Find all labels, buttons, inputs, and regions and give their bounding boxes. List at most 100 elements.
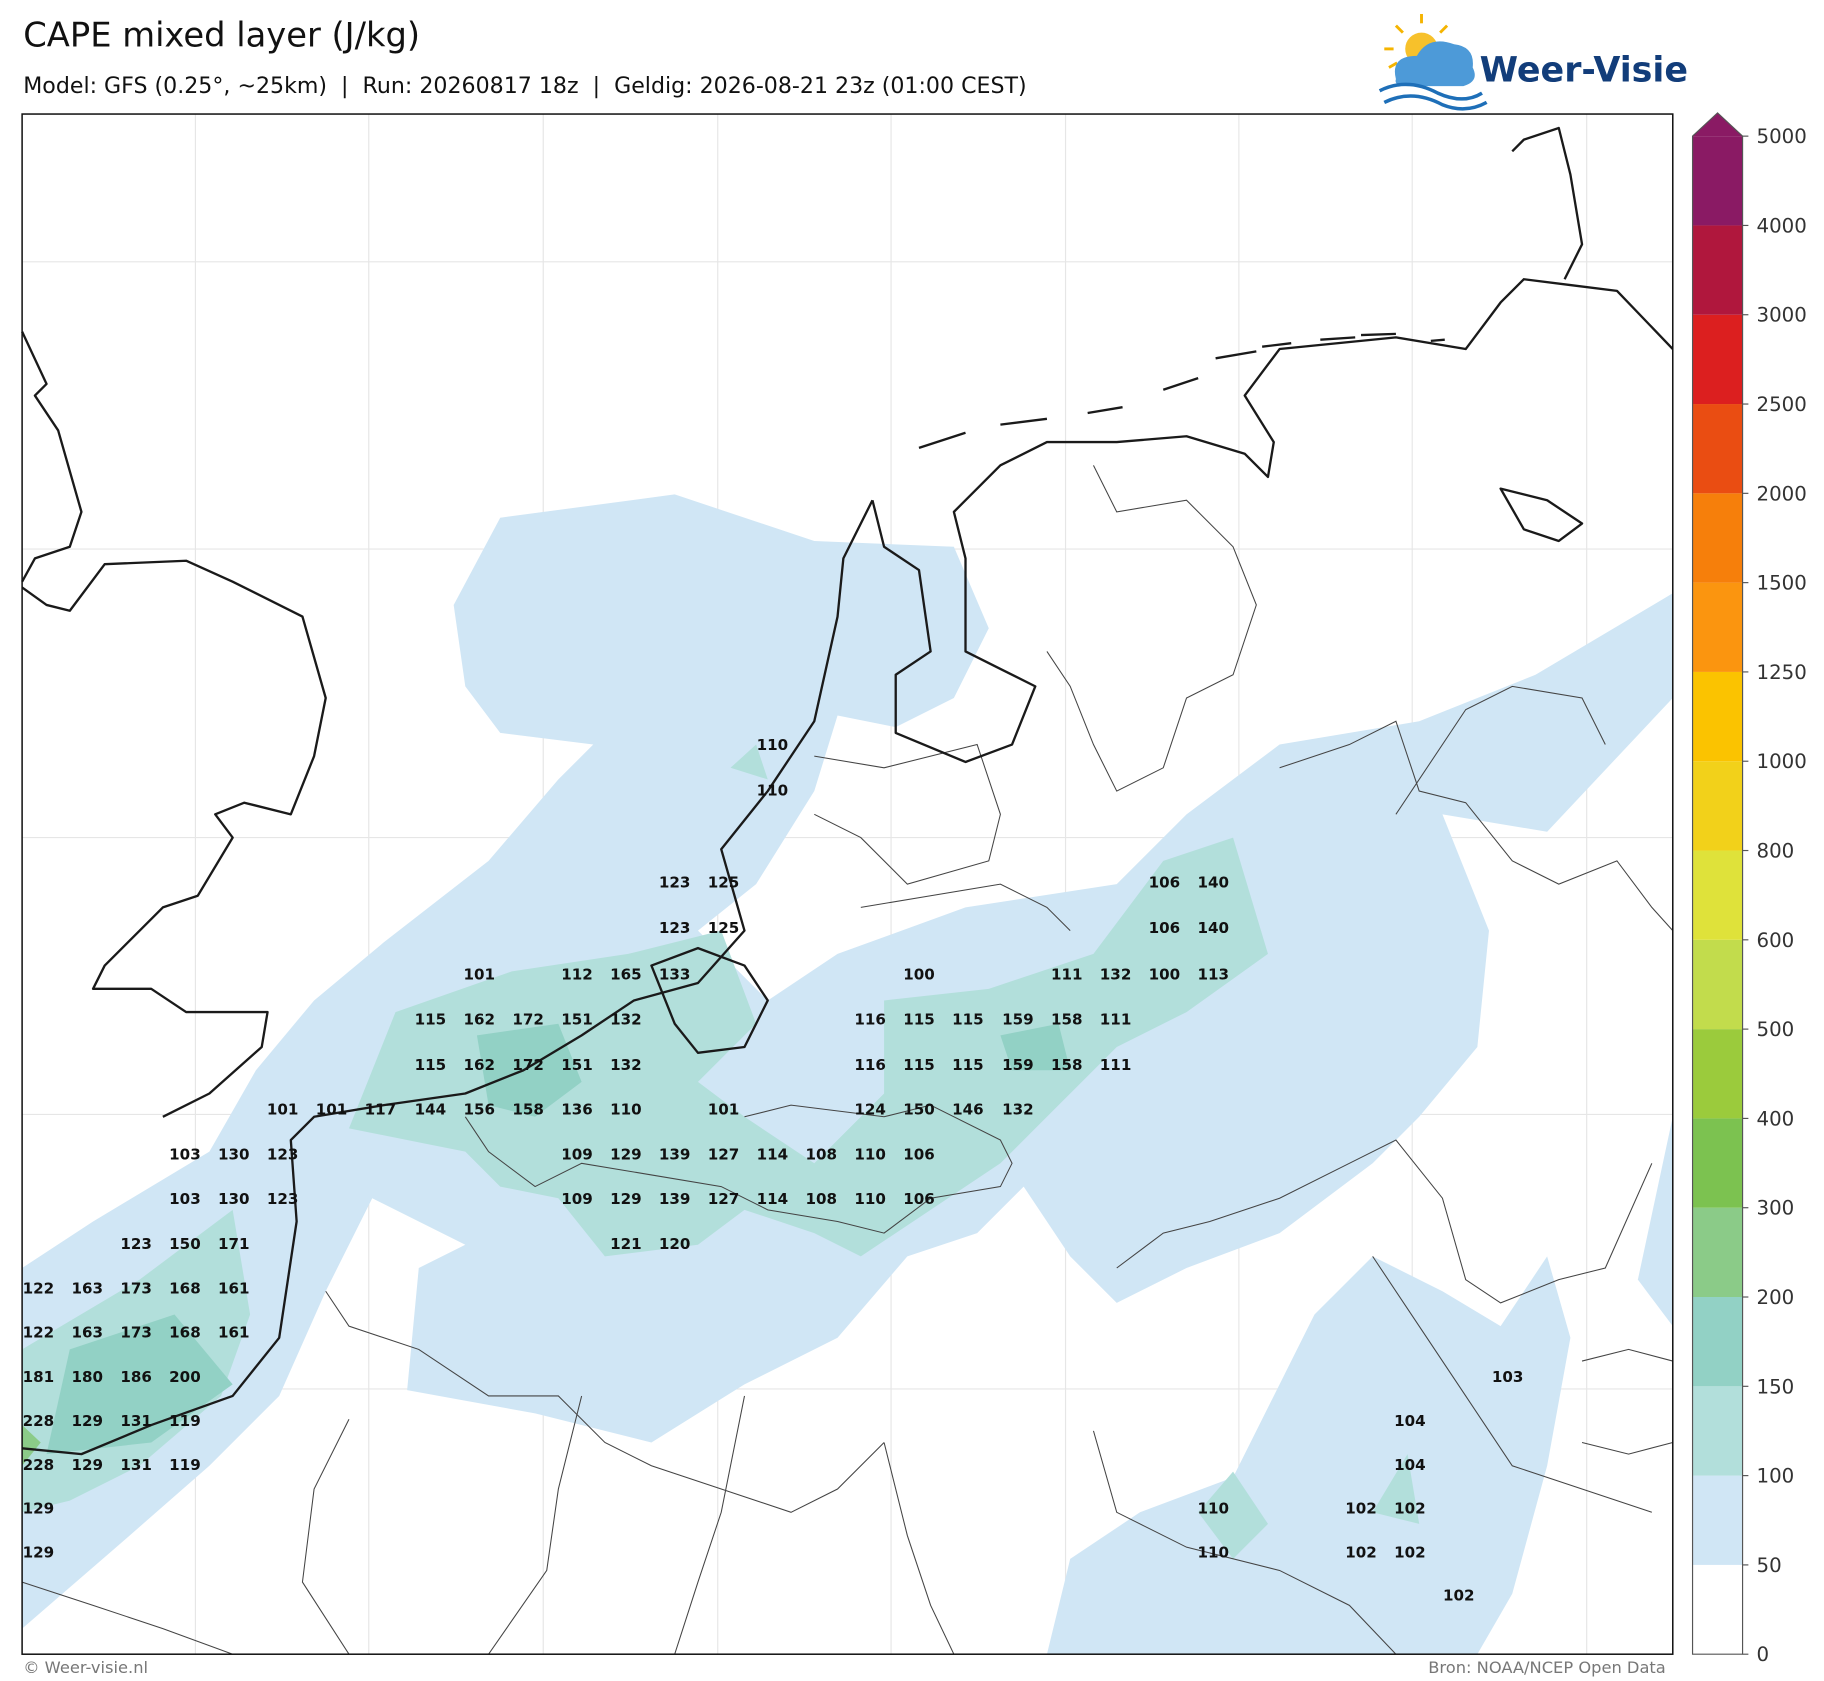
value-label: 156 — [463, 1100, 495, 1118]
value-label: 146 — [952, 1100, 984, 1118]
value-label: 200 — [169, 1368, 201, 1386]
value-label: 114 — [757, 1146, 789, 1164]
colorbar-tick-label: 200 — [1757, 1286, 1795, 1309]
value-label: 101 — [708, 1100, 740, 1118]
colorbar-segment — [1692, 1475, 1743, 1565]
value-label: 111 — [1100, 1056, 1132, 1074]
colorbar-tick-label: 2500 — [1757, 393, 1807, 416]
value-label: 110 — [757, 736, 789, 754]
value-label: 110 — [757, 782, 789, 800]
value-label: 150 — [169, 1235, 201, 1253]
value-label: 168 — [169, 1324, 201, 1342]
value-label: 173 — [120, 1324, 152, 1342]
value-label: 158 — [1051, 1011, 1083, 1029]
value-label: 100 — [1149, 965, 1181, 983]
value-label: 158 — [1051, 1056, 1083, 1074]
value-label: 115 — [903, 1056, 935, 1074]
value-label: 151 — [561, 1056, 593, 1074]
value-label: 132 — [610, 1056, 642, 1074]
value-label: 103 — [169, 1190, 201, 1208]
footer-source: Bron: NOAA/NCEP Open Data — [1428, 1658, 1666, 1677]
colorbar-tick-label: 1250 — [1757, 661, 1807, 684]
value-label: 144 — [415, 1100, 447, 1118]
logo: Weer-Visie — [1378, 13, 1688, 111]
colorbar-segment — [1692, 761, 1743, 851]
value-label: 163 — [71, 1324, 103, 1342]
value-label: 109 — [561, 1190, 593, 1208]
value-label: 100 — [903, 965, 935, 983]
value-label: 132 — [610, 1011, 642, 1029]
colorbar-tick-label: 2000 — [1757, 482, 1807, 505]
value-label: 171 — [218, 1235, 250, 1253]
colorbar-segment — [1692, 582, 1743, 672]
colorbar-segment — [1692, 671, 1743, 762]
value-label: 123 — [267, 1146, 299, 1164]
value-label: 180 — [71, 1368, 103, 1386]
logo-text: Weer-Visie — [1480, 50, 1688, 90]
colorbar-segment — [1692, 404, 1743, 494]
value-label: 111 — [1051, 965, 1083, 983]
value-label: 130 — [218, 1190, 250, 1208]
value-label: 102 — [1394, 1544, 1426, 1562]
value-label: 159 — [1002, 1056, 1034, 1074]
colorbar-tick-label: 4000 — [1757, 214, 1807, 237]
value-label: 124 — [854, 1100, 886, 1118]
value-label: 101 — [267, 1100, 299, 1118]
value-label: 228 — [23, 1412, 55, 1430]
value-label: 129 — [71, 1456, 103, 1474]
value-label: 112 — [561, 965, 593, 983]
coastlines — [21, 126, 1674, 1456]
colorbar-segment — [1692, 850, 1743, 940]
colorbar-tick-label: 1000 — [1757, 750, 1807, 773]
value-label: 228 — [23, 1456, 55, 1474]
logo-wave — [1383, 94, 1488, 111]
map: 110 110 123 125 106 140 123 125 106 140 101 112 165 1… — [21, 114, 1674, 1655]
value-label: 106 — [1149, 873, 1181, 891]
value-label: 101 — [316, 1100, 348, 1118]
value-label: 103 — [1492, 1368, 1524, 1386]
colorbar-segment — [1692, 1118, 1743, 1208]
logo-wave — [1378, 82, 1483, 101]
value-label: 102 — [1443, 1587, 1475, 1605]
value-label: 165 — [610, 965, 642, 983]
value-label: 113 — [1198, 965, 1230, 983]
value-label: 132 — [1002, 1100, 1034, 1118]
value-label: 104 — [1394, 1412, 1426, 1430]
value-label: 133 — [659, 965, 691, 983]
value-label: 129 — [23, 1499, 55, 1517]
value-label: 109 — [561, 1146, 593, 1164]
value-label: 110 — [854, 1146, 886, 1164]
value-label: 119 — [169, 1412, 201, 1430]
value-label: 106 — [903, 1190, 935, 1208]
colorbar-tick-label: 150 — [1757, 1375, 1795, 1398]
colorbar-segment — [1692, 493, 1743, 583]
value-label: 162 — [463, 1056, 495, 1074]
colorbar-tick-label: 1500 — [1757, 572, 1807, 595]
value-label: 122 — [23, 1324, 55, 1342]
colorbar-segment — [1692, 939, 1743, 1030]
value-label: 158 — [512, 1100, 544, 1118]
value-label: 104 — [1394, 1456, 1426, 1474]
value-label: 115 — [903, 1011, 935, 1029]
colorbar-tick-label: 50 — [1757, 1554, 1782, 1577]
value-label: 186 — [120, 1368, 152, 1386]
value-label: 140 — [1198, 873, 1230, 891]
value-label: 116 — [854, 1011, 886, 1029]
colorbar-tick-label: 500 — [1757, 1018, 1795, 1041]
colorbar-extension — [1692, 112, 1743, 137]
colorbar-tick-label: 3000 — [1757, 304, 1807, 327]
colorbar-segment — [1692, 1207, 1743, 1298]
value-label: 110 — [1198, 1544, 1230, 1562]
value-label: 102 — [1394, 1499, 1426, 1517]
value-label: 115 — [415, 1056, 447, 1074]
value-label: 120 — [659, 1235, 691, 1253]
value-label: 115 — [952, 1011, 984, 1029]
value-label: 131 — [120, 1412, 152, 1430]
colorbar-tick-label: 0 — [1757, 1643, 1770, 1666]
value-label: 123 — [120, 1235, 152, 1253]
borders — [21, 465, 1674, 1655]
colorbar-segment — [1692, 1029, 1743, 1119]
colorbar-segment — [1692, 1386, 1743, 1476]
value-label: 117 — [365, 1100, 397, 1118]
